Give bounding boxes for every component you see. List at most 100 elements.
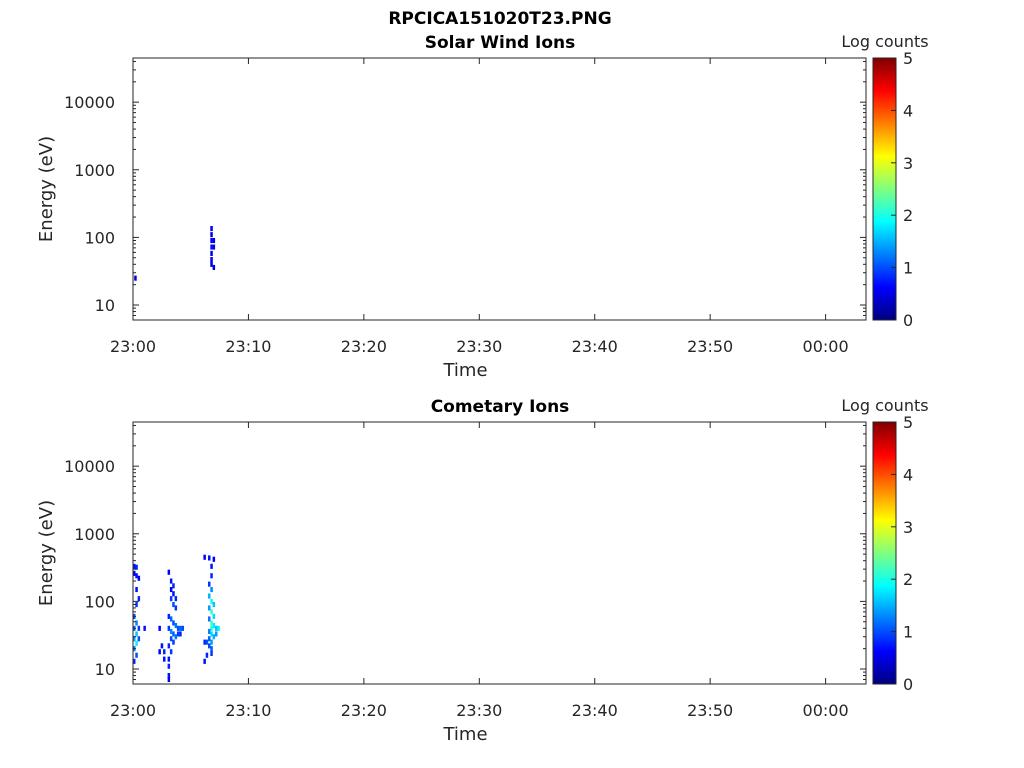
heatmap-cell <box>135 564 138 570</box>
y-tick-label: 100 <box>84 228 115 247</box>
x-tick-label: 23:20 <box>341 337 387 356</box>
heatmap-cell <box>158 649 161 655</box>
heatmap-cell <box>163 649 166 655</box>
heatmap-cell <box>210 609 213 615</box>
colorbar-tick-label: 3 <box>903 154 913 173</box>
plot-frame <box>132 421 867 685</box>
heatmap-cell <box>210 257 213 263</box>
colorbar-tick-label: 5 <box>903 413 913 432</box>
heatmap-cell <box>210 646 213 652</box>
x-tick-label: 23:00 <box>110 337 156 356</box>
heatmap-cell <box>167 656 171 662</box>
y-axis-label: Energy (eV) <box>36 500 57 606</box>
heatmap-cell <box>215 631 218 637</box>
x-tick-label: 23:10 <box>225 701 271 720</box>
y-tick-label: 10 <box>95 660 115 679</box>
colorbar-label: Log counts <box>841 32 928 51</box>
heatmap-cell <box>135 631 138 637</box>
heatmap-cell <box>217 625 220 631</box>
heatmap-cell <box>210 573 213 579</box>
heatmap-cell <box>135 602 138 608</box>
colorbar-tick-label: 0 <box>903 311 913 330</box>
heatmap-cell <box>167 673 171 679</box>
heatmap-cell <box>210 261 213 267</box>
heatmap-cell <box>172 620 175 626</box>
heatmap-cell <box>167 613 171 619</box>
heatmap-cell <box>169 628 173 634</box>
heatmap-cell <box>210 620 213 626</box>
heatmap-cell <box>134 275 137 281</box>
x-tick-label: 23:20 <box>341 701 387 720</box>
x-tick-label: 00:00 <box>803 701 849 720</box>
heatmap-cell <box>210 631 213 637</box>
heatmap-cell <box>212 238 216 244</box>
heatmap-cell <box>172 639 175 645</box>
heatmap-cell <box>167 676 171 682</box>
heatmap-cell <box>210 650 213 656</box>
x-axis-label: Time <box>442 724 487 745</box>
heatmap-cell <box>179 625 182 631</box>
heatmap-cell <box>210 226 213 232</box>
heatmap-cell <box>137 596 141 602</box>
heatmap-cell <box>172 591 175 597</box>
heatmap-cell <box>212 623 216 629</box>
heatmap-cell <box>212 613 216 619</box>
heatmap-cell <box>203 658 206 664</box>
heatmap-cell <box>210 238 213 244</box>
heatmap-cell <box>208 593 211 599</box>
colorbar-tick-label: 2 <box>903 570 913 589</box>
colorbar-tick-label: 3 <box>903 518 913 537</box>
heatmap-cell <box>203 554 206 560</box>
heatmap-cell <box>172 631 175 637</box>
heatmap-cell <box>215 625 218 631</box>
heatmap-cell <box>135 640 138 646</box>
heatmap-cell <box>174 596 178 602</box>
heatmap-cell <box>167 625 171 631</box>
x-tick-label: 23:40 <box>572 701 618 720</box>
panel-1: Solar Wind Ions 23:00 23:10 23:20 23:30 23:40… <box>36 32 929 381</box>
heatmap-cell <box>208 616 211 622</box>
heatmap-cell <box>210 598 213 604</box>
heatmap-cell <box>174 634 178 640</box>
x-tick-label: 23:40 <box>572 337 618 356</box>
colorbar <box>872 421 897 685</box>
heatmap-cell <box>160 643 164 649</box>
colorbar-tick-label: 1 <box>903 259 913 278</box>
colorbar-label: Log counts <box>841 396 928 415</box>
heatmap-cell <box>203 639 206 645</box>
heatmap-cell <box>210 563 213 569</box>
heatmap-cells <box>133 554 220 682</box>
heatmap-cell <box>208 555 211 561</box>
heatmap-cell <box>179 631 182 637</box>
panel-title: Solar Wind Ions <box>425 33 576 53</box>
y-axis-label: Energy (eV) <box>36 136 57 242</box>
heatmap-cell <box>169 649 173 655</box>
y-tick-label: 1000 <box>74 525 115 544</box>
heatmap-cell <box>210 625 213 631</box>
heatmap-cell <box>169 578 173 584</box>
colorbar <box>872 57 897 321</box>
panel-title: Cometary Ions <box>431 397 570 417</box>
heatmap-cell <box>210 639 213 645</box>
heatmap-cell <box>212 634 216 640</box>
heatmap-cell <box>135 620 138 626</box>
colorbar-tick-label: 0 <box>903 675 913 694</box>
colorbar-tick-label: 4 <box>903 101 913 120</box>
x-tick-label: 00:00 <box>803 337 849 356</box>
heatmap-cell <box>208 636 211 642</box>
heatmap-cell <box>133 563 136 569</box>
heatmap-cell <box>181 625 184 631</box>
colorbar-tick-label: 5 <box>903 49 913 68</box>
heatmap-cell <box>208 581 211 587</box>
heatmap-cell <box>163 656 166 662</box>
heatmap-cell <box>176 625 180 631</box>
heatmap-cell <box>205 639 209 645</box>
y-tick-label: 10000 <box>64 93 115 112</box>
heatmap-cell <box>169 587 173 593</box>
y-tick-label: 10000 <box>64 457 115 476</box>
heatmap-cell <box>210 250 213 256</box>
y-tick-label: 1000 <box>74 161 115 180</box>
x-tick-label: 23:50 <box>687 701 733 720</box>
heatmap-cell <box>172 602 175 608</box>
heatmap-cell <box>137 636 141 642</box>
